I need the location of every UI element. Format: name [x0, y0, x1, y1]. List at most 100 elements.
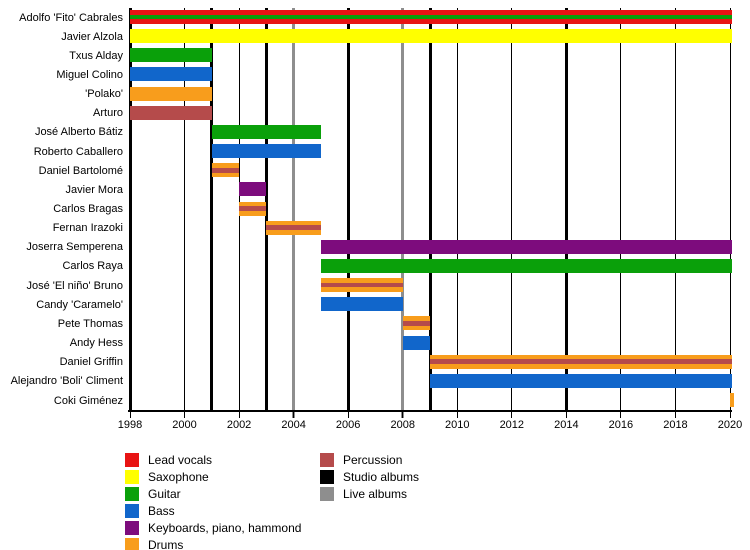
member-name-label: Javier Alzola	[61, 30, 123, 43]
member-name-label: Arturo	[93, 107, 123, 120]
member-tenure-bar	[320, 239, 732, 254]
legend-item: Lead vocals	[125, 453, 345, 467]
axis-tick	[293, 412, 295, 418]
bar-role-segment	[266, 225, 321, 230]
bar-role-segment	[130, 14, 732, 20]
bar-role-segment	[402, 321, 430, 326]
member-name-label: Fernan Irazoki	[52, 222, 123, 235]
bar-role-segment	[730, 393, 734, 407]
member-name-label: Carlos Raya	[62, 260, 123, 273]
member-name-label: Candy 'Caramelo'	[36, 298, 123, 311]
axis-year-label: 2018	[663, 419, 688, 431]
bar-role-segment	[320, 282, 403, 288]
legend-item: Percussion	[320, 453, 540, 467]
member-tenure-bar	[130, 10, 732, 25]
bar-role-segment	[402, 325, 430, 331]
legend-label: Percussion	[343, 453, 403, 467]
member-tenure-bar	[320, 258, 732, 273]
bar-role-segment	[266, 229, 321, 235]
year-gridline	[456, 8, 458, 410]
legend-label: Keyboards, piano, hammond	[148, 521, 302, 535]
bar-role-segment	[130, 86, 212, 101]
legend-swatch-keyboards	[125, 521, 139, 535]
axis-tick	[729, 412, 731, 418]
member-name-label: Joserra Semperena	[26, 241, 123, 254]
bar-role-segment	[430, 364, 732, 369]
legend-item: Saxophone	[125, 470, 345, 484]
legend-item: Live albums	[320, 487, 540, 501]
axis-year-label: 2008	[390, 419, 415, 431]
live-album-line	[401, 8, 405, 418]
axis-year-label: 2012	[499, 419, 525, 431]
member-name-label: Daniel Griffin	[59, 356, 123, 369]
studio-album-line	[564, 8, 568, 410]
member-tenure-bar	[130, 105, 212, 120]
legend-item: Bass	[125, 504, 345, 518]
bar-role-segment	[239, 210, 267, 216]
bar-role-segment	[130, 19, 732, 25]
member-tenure-bar	[239, 201, 267, 216]
legend-label: Bass	[148, 504, 175, 518]
axis-year-label: 2004	[281, 419, 306, 431]
year-gridline	[729, 8, 731, 410]
axis-tick	[402, 412, 404, 418]
year-gridline	[674, 8, 676, 410]
member-tenure-bar	[211, 163, 240, 178]
year-gridline	[184, 8, 186, 410]
bar-role-segment	[402, 316, 430, 322]
bar-role-segment	[211, 172, 240, 178]
bar-role-segment	[211, 144, 321, 159]
bar-role-segment	[239, 201, 267, 207]
axis-tick	[238, 412, 240, 418]
axis-year-label: 2016	[608, 419, 634, 431]
member-tenure-bar	[730, 393, 734, 407]
bar-role-segment	[239, 206, 267, 211]
legend-item: Keyboards, piano, hammond	[125, 521, 345, 535]
bar-role-segment	[320, 278, 403, 283]
member-tenure-bar	[211, 144, 321, 159]
legend-swatch-guitar	[125, 487, 139, 501]
axis-tick	[620, 412, 622, 418]
member-tenure-bar	[430, 354, 732, 369]
member-tenure-bar	[430, 373, 732, 388]
legend-swatch-percussion	[320, 453, 334, 467]
legend-swatch-lead-vocals	[125, 453, 139, 467]
member-name-label: Daniel Bartolomé	[38, 164, 123, 177]
bar-role-segment	[320, 287, 403, 293]
member-name-label: Coki Giménez	[53, 394, 123, 407]
bar-role-segment	[130, 48, 212, 63]
legend-label: Guitar	[148, 487, 181, 501]
axis-tick	[674, 412, 676, 418]
member-tenure-bar	[266, 220, 321, 235]
axis-year-label: 2006	[335, 419, 361, 431]
member-tenure-bar	[130, 29, 732, 44]
bar-role-segment	[211, 124, 321, 139]
legend-label: Lead vocals	[148, 453, 213, 467]
legend-swatch-live	[320, 487, 334, 501]
bar-role-segment	[320, 258, 732, 273]
member-tenure-bar	[320, 297, 403, 312]
axis-year-label: 2020	[717, 419, 743, 431]
legend-label: Studio albums	[343, 470, 420, 484]
member-tenure-bar	[402, 316, 430, 331]
legend-swatch-bass	[125, 504, 139, 518]
bar-role-segment	[430, 359, 732, 365]
bar-role-segment	[130, 105, 212, 120]
legend-item: Guitar	[125, 487, 345, 501]
axis-tick	[565, 412, 567, 418]
legend-swatch-studio	[320, 470, 334, 484]
member-name-label: Carlos Bragas	[53, 203, 123, 215]
studio-album-line	[264, 8, 268, 410]
studio-album-line	[428, 8, 432, 410]
member-name-label: Javier Mora	[65, 183, 123, 196]
member-name-label: Roberto Caballero	[33, 145, 123, 158]
member-tenure-bar	[211, 124, 321, 139]
legend-swatch-drums	[125, 538, 139, 550]
member-name-label: Andy Hess	[69, 337, 123, 350]
axis-year-label: 2010	[445, 419, 470, 431]
studio-album-line	[210, 8, 214, 410]
legend-item: Studio albums	[320, 470, 540, 484]
axis-year-label: 2002	[226, 419, 252, 431]
bar-role-segment	[402, 335, 430, 350]
